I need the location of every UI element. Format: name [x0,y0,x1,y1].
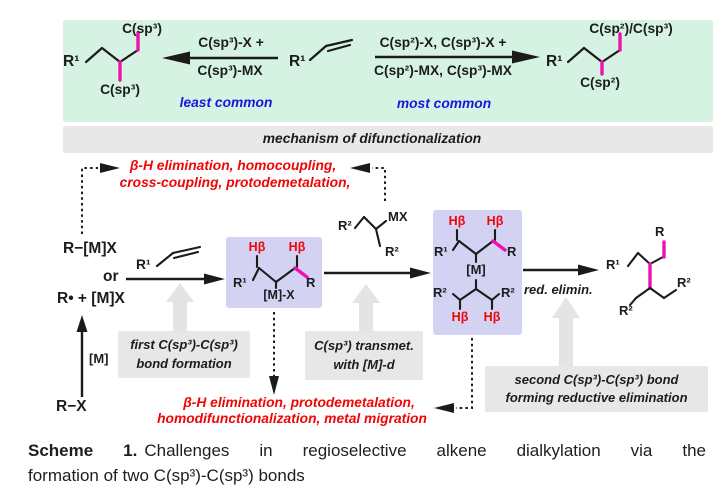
least-common-label: least common [179,95,273,110]
side-reactions-bottom-line1: β-H elimination, protodemetalation, [183,395,415,410]
most-common-label: most common [396,96,492,111]
left-product-top-group: C(sp³) [122,21,162,36]
start-species-rmx: R−[M]X [63,240,117,257]
int1-metal-x: [M]-X [263,288,295,302]
mx-species-r2-bottom: R² [385,244,399,259]
left-arrow-reagents-above: C(sp³)-X + [198,35,264,50]
mx-species-mx: MX [388,209,408,224]
caption-line1: Scheme 1. Challenges in regioselective al… [28,438,706,463]
int2-r1: R¹ [434,244,448,259]
step2-arrow [324,267,431,279]
left-arrow-reagents-below: C(sp³)-MX [197,63,263,78]
int2-hbeta-topright: Hβ [486,214,504,228]
int2-hbeta-bottomright: Hβ [483,310,501,324]
left-product-r1: R¹ [63,53,80,70]
step3-arrow [523,264,599,276]
int2-r: R [507,244,517,259]
side-reactions-top-line2: cross-coupling, protodemetalation, [119,175,351,190]
start-species-or: or [103,268,119,285]
alkyl-mx-bonds [353,215,388,248]
final-product-bonds [626,240,678,307]
int2-hbeta-topleft: Hβ [448,214,466,228]
caption-line2: formation of two C(sp³)-C(sp³) bonds [28,466,305,485]
step1-arrow [126,273,225,285]
dashed-arrow-bottom-center [269,312,279,395]
int1-r1: R¹ [233,275,247,290]
product-r: R [655,224,665,239]
int1-hbeta-right: Hβ [288,240,306,254]
right-arrow-reagents-above: C(sp²)-X, C(sp³)-X + [379,35,507,50]
note-first-bond-box: first C(sp³)-C(sp³) bond formation [118,331,250,378]
right-product-bottom-group: C(sp²) [580,75,620,90]
right-product-top-group: C(sp²)/C(sp³) [589,21,673,36]
right-arrow-reagents-below: C(sp²)-MX, C(sp³)-MX [374,63,512,78]
int1-hbeta-left: Hβ [248,240,266,254]
product-r2-bottom: R² [619,303,633,318]
product-r1: R¹ [606,257,620,272]
mechanism-bar [63,126,713,153]
int2-metal: [M] [466,262,486,277]
mech-substrate-bonds [155,245,202,268]
note-transmetalation-line1: C(sp³) transmet. [314,338,414,354]
mx-species-r2-top: R² [338,218,352,233]
note-second-bond-line1: second C(sp³)-C(sp³) bond [514,371,679,387]
reductive-elimination-label: red. elimin. [524,282,593,297]
int1-r: R [306,275,316,290]
int2-r2-left: R² [433,285,447,300]
note-second-bond-line2: forming reductive elimination [505,390,688,405]
caption-text-line1: Challenges in regioselective alkene dial… [144,441,706,460]
dashed-arrow-topleft [81,163,120,234]
dashed-arrow-bottom-right [434,338,473,413]
side-reactions-bottom-line2: homodifunctionalization, metal migration [157,411,427,426]
int2-hbeta-bottomleft: Hβ [451,310,469,324]
note-transmetalation-box: C(sp³) transmet. with [M]-d [305,331,423,380]
dashed-arrow-topright [350,163,386,201]
note-second-bond-box: second C(sp³)-C(sp³) bond forming reduct… [485,366,708,412]
substrate-r1: R¹ [289,53,306,70]
metal-catalyst-label: [M] [89,351,109,366]
intermediate-2-box [433,210,522,335]
summary-panel [63,20,713,122]
note-first-bond-line1: first C(sp³)-C(sp³) [130,337,238,353]
note-transmetalation-line2: with [M]-d [333,356,395,372]
alkyl-halide-label: R−X [56,398,87,415]
product-r2-right: R² [677,275,691,290]
left-product-bottom-group: C(sp³) [100,82,140,97]
start-species-radical: R• + [M]X [57,290,125,307]
note-first-bond-line2: bond formation [136,355,232,371]
mechanism-bar-title: mechanism of difunctionalization [262,131,482,146]
caption-scheme-number: Scheme 1. [28,441,138,460]
scheme-caption: Scheme 1. Challenges in regioselective al… [28,438,706,488]
side-reactions-top-line1: β-H elimination, homocoupling, [129,158,337,173]
mech-substrate-r1: R¹ [136,257,151,272]
int2-r2-right: R² [501,285,515,300]
right-product-r1: R¹ [546,53,563,70]
metal-insertion-arrow [76,315,88,397]
